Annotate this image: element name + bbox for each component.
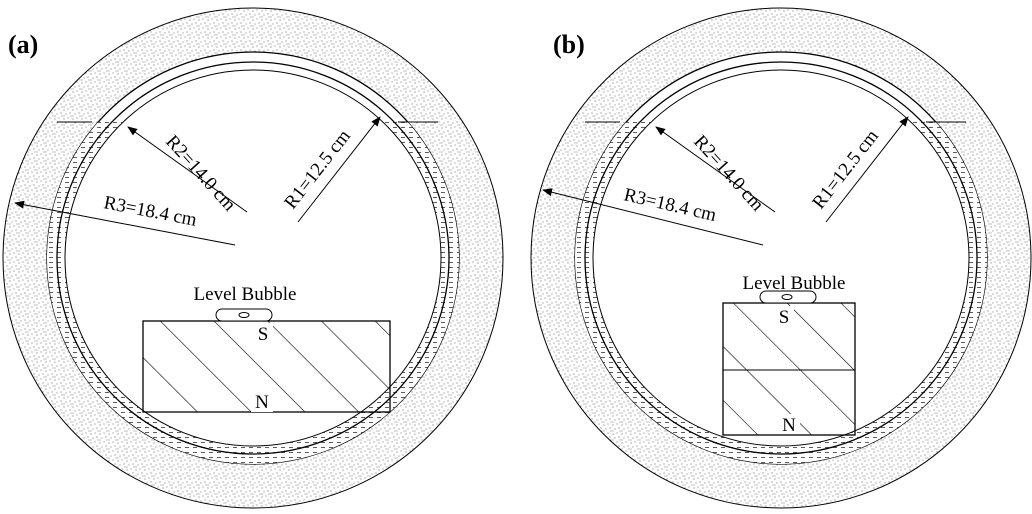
north-pole: N bbox=[255, 392, 269, 413]
south-pole: S bbox=[258, 324, 269, 345]
bubble-label: Level Bubble bbox=[743, 273, 846, 294]
panel-label: (a) bbox=[8, 30, 38, 59]
panel-label: (b) bbox=[553, 30, 585, 59]
bubble-label: Level Bubble bbox=[194, 284, 297, 305]
north-pole: N bbox=[782, 415, 796, 436]
south-pole: S bbox=[779, 307, 790, 328]
panel-b: R2=14.0 cm R1=12.5 cm R3=18.4 cm Level B… bbox=[530, 7, 1032, 509]
panel-a: R2=14.0 cm R1=12.5 cm R3=18.4 cm Level B… bbox=[2, 7, 504, 509]
